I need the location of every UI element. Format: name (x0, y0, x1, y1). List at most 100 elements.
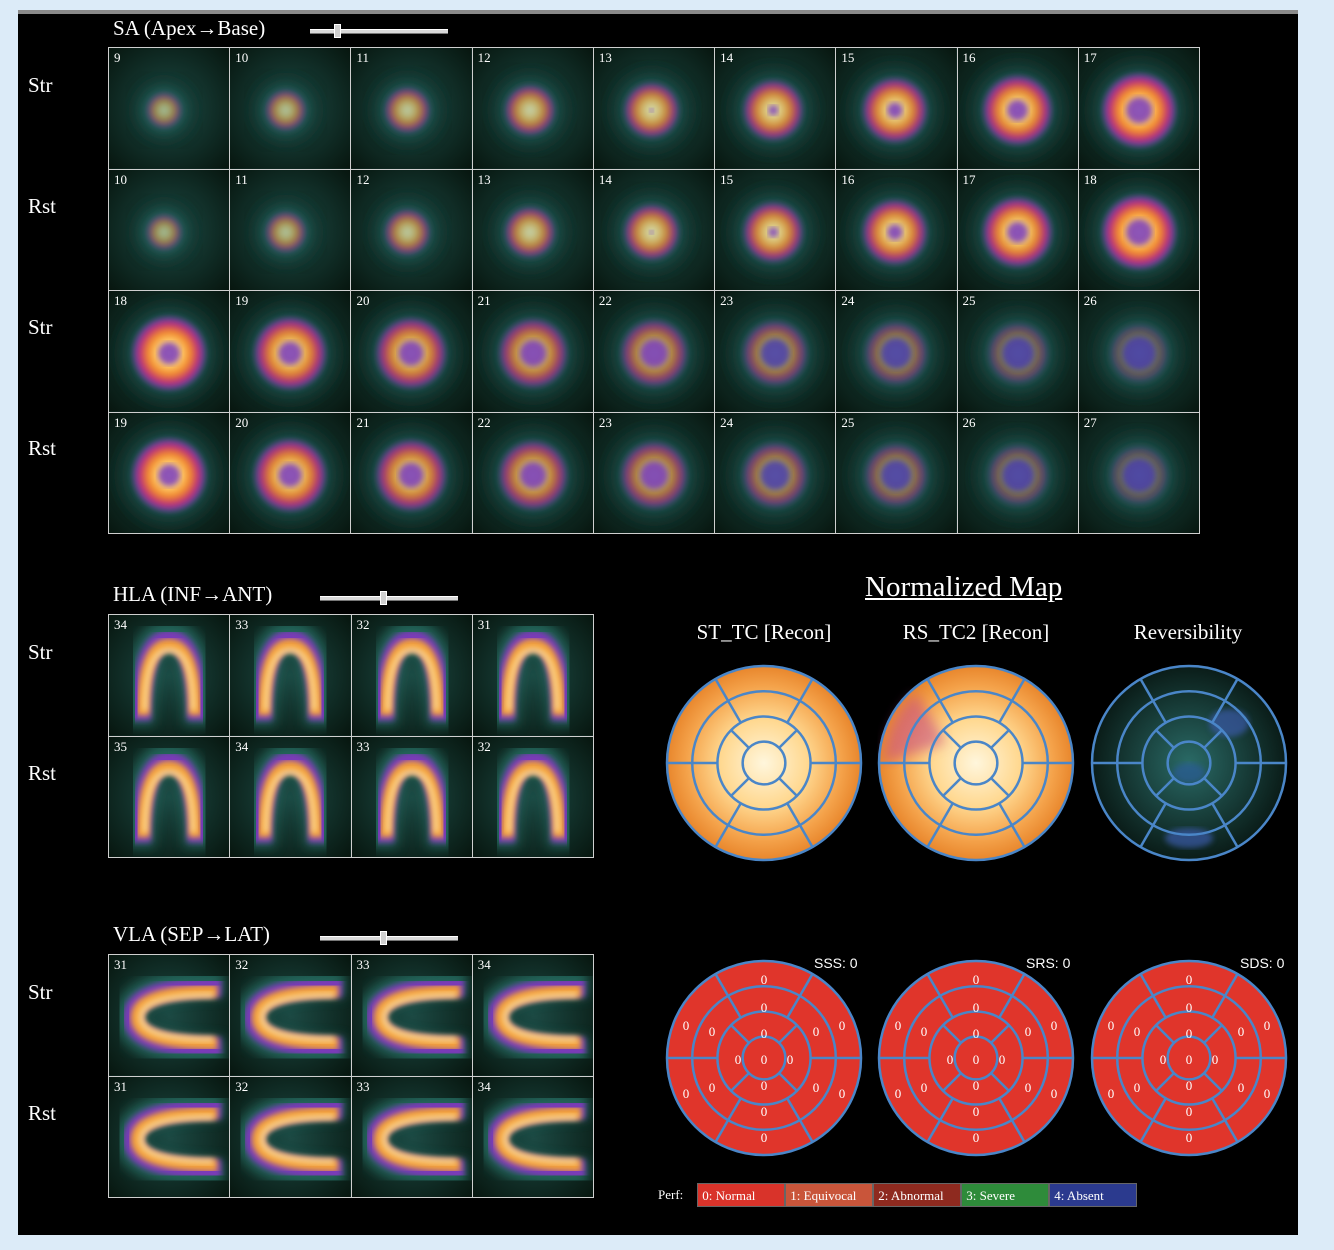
perfusion-image (715, 169, 836, 290)
sa-slice-tile[interactable]: 16 (957, 48, 1078, 169)
sa-slice-tile[interactable]: 21 (351, 412, 472, 533)
sa-slice-tile[interactable]: 25 (836, 412, 957, 533)
sa-slice-tile[interactable]: 25 (957, 291, 1078, 412)
sa-slice-tile[interactable]: 23 (715, 291, 836, 412)
perfusion-image (472, 412, 593, 533)
slider-thumb[interactable] (334, 24, 341, 38)
vla-slice-tile[interactable]: 31 (109, 1076, 230, 1197)
segment-score: 0 (999, 1052, 1006, 1067)
sa-slice-tile[interactable]: 12 (472, 48, 593, 169)
legend-normal: 0: Normal (697, 1183, 786, 1207)
vla-slice-tile[interactable]: 32 (230, 955, 351, 1076)
segment-score: 0 (1134, 1024, 1141, 1039)
segment-score: 0 (947, 1052, 954, 1067)
slice-number: 12 (356, 171, 370, 187)
sa-slice-tile[interactable]: 11 (230, 169, 351, 290)
sa-slice-tile[interactable]: 13 (472, 169, 593, 290)
vla-slice-tile[interactable]: 34 (472, 1076, 593, 1197)
slice-number: 15 (720, 171, 734, 187)
segment-score: 0 (1238, 1024, 1245, 1039)
slice-number: 10 (114, 171, 127, 187)
window-top-bar (18, 10, 1298, 14)
perfusion-image (957, 412, 1078, 533)
vla-slice-tile[interactable]: 33 (351, 1076, 472, 1197)
hla-slice-slider[interactable] (320, 591, 458, 605)
sa-slice-tile[interactable]: 20 (230, 412, 351, 533)
sa-slice-tile[interactable]: 24 (715, 412, 836, 533)
slider-thumb[interactable] (380, 591, 387, 605)
polar-map-rest[interactable] (876, 663, 1076, 863)
sa-slice-tile[interactable]: 22 (472, 412, 593, 533)
sa-slice-tile[interactable]: 14 (593, 169, 715, 290)
hla-slice-tile[interactable]: 33 (351, 736, 472, 857)
sa-slice-tile[interactable]: 15 (715, 169, 836, 290)
segment-score: 0 (1186, 1130, 1193, 1145)
slice-number: 27 (1083, 414, 1097, 430)
sa-slice-tile[interactable]: 16 (836, 169, 957, 290)
vla-slice-tile[interactable]: 33 (351, 955, 472, 1076)
segment-score: 0 (761, 1104, 768, 1119)
sa-slice-tile[interactable]: 10 (109, 169, 230, 290)
sa-slice-tile[interactable]: 19 (109, 412, 230, 533)
sa-slice-tile[interactable]: 9 (109, 48, 230, 169)
score-map-rest[interactable]: 0 0 0 0 0 0 0 0 0 0 0 0 0 0 0 0 0 (876, 958, 1076, 1158)
vla-slice-tile[interactable]: 31 (109, 955, 230, 1076)
hla-slice-tile[interactable]: 34 (109, 615, 230, 736)
sa-slice-tile[interactable]: 22 (593, 291, 715, 412)
sa-slice-tile[interactable]: 10 (230, 48, 351, 169)
segment-score: 0 (1186, 1078, 1193, 1093)
sa-slice-tile[interactable]: 20 (351, 291, 472, 412)
vla-slice-slider[interactable] (320, 931, 458, 945)
sa-slice-tile[interactable]: 14 (715, 48, 836, 169)
perfusion-image (230, 615, 351, 736)
hla-slice-tile[interactable]: 34 (230, 736, 351, 857)
sa-slice-tile[interactable]: 13 (593, 48, 715, 169)
map-label-stress: ST_TC [Recon] (696, 620, 832, 644)
row-label-str: Str (28, 315, 53, 339)
slider-thumb[interactable] (380, 931, 387, 945)
slice-number: 25 (962, 293, 976, 308)
sa-slice-tile[interactable]: 19 (230, 291, 351, 412)
sa-slice-tile[interactable]: 27 (1078, 412, 1199, 533)
hla-slice-tile[interactable]: 33 (230, 615, 351, 736)
perfusion-image (472, 291, 593, 412)
hla-slice-tile[interactable]: 32 (351, 615, 472, 736)
slice-number: 16 (962, 50, 976, 65)
sa-slice-tile[interactable]: 21 (472, 291, 593, 412)
slice-number: 9 (114, 50, 121, 65)
score-map-difference[interactable]: 0 0 0 0 0 0 0 0 0 0 0 0 0 0 0 0 0 (1089, 958, 1289, 1158)
sa-slice-tile[interactable]: 24 (836, 291, 957, 412)
hla-slice-tile[interactable]: 35 (109, 736, 230, 857)
slider-track (320, 596, 458, 601)
sa-slice-tile[interactable]: 17 (957, 169, 1078, 290)
sa-slice-tile[interactable]: 15 (836, 48, 957, 169)
slice-number: 21 (356, 414, 370, 430)
row-label-str: Str (28, 640, 53, 664)
slice-number: 20 (235, 414, 249, 430)
perfusion-image (472, 1076, 593, 1197)
score-map-stress[interactable]: 0 0 0 0 0 0 0 0 0 0 0 0 0 0 0 0 0 (664, 958, 864, 1158)
sa-slice-tile[interactable]: 26 (1078, 291, 1199, 412)
slice-number: 26 (1083, 293, 1097, 308)
polar-map-reversibility[interactable] (1089, 663, 1289, 863)
sa-slice-tile[interactable]: 12 (351, 169, 472, 290)
segment-score: 0 (813, 1024, 820, 1039)
segment-score: 0 (1108, 1018, 1115, 1033)
vla-slice-tile[interactable]: 32 (230, 1076, 351, 1197)
hla-slice-tile[interactable]: 31 (472, 615, 593, 736)
sa-slice-tile[interactable]: 18 (1078, 169, 1199, 290)
sa-slice-slider[interactable] (310, 24, 448, 38)
map-label-rest: RS_TC2 [Recon] (902, 620, 1050, 644)
segment-score: 0 (761, 1000, 768, 1015)
sa-slice-tile[interactable]: 26 (957, 412, 1078, 533)
polar-map-stress[interactable] (664, 663, 864, 863)
segment-score: 0 (1051, 1086, 1058, 1101)
vla-slice-tile[interactable]: 34 (472, 955, 593, 1076)
perfusion-image (109, 291, 230, 412)
hla-slice-tile[interactable]: 32 (472, 736, 593, 857)
sa-slice-tile[interactable]: 11 (351, 48, 472, 169)
sa-slice-tile[interactable]: 23 (593, 412, 715, 533)
sa-slice-tile[interactable]: 17 (1078, 48, 1199, 169)
sa-slice-tile[interactable]: 18 (109, 291, 230, 412)
slice-number: 15 (841, 50, 855, 65)
